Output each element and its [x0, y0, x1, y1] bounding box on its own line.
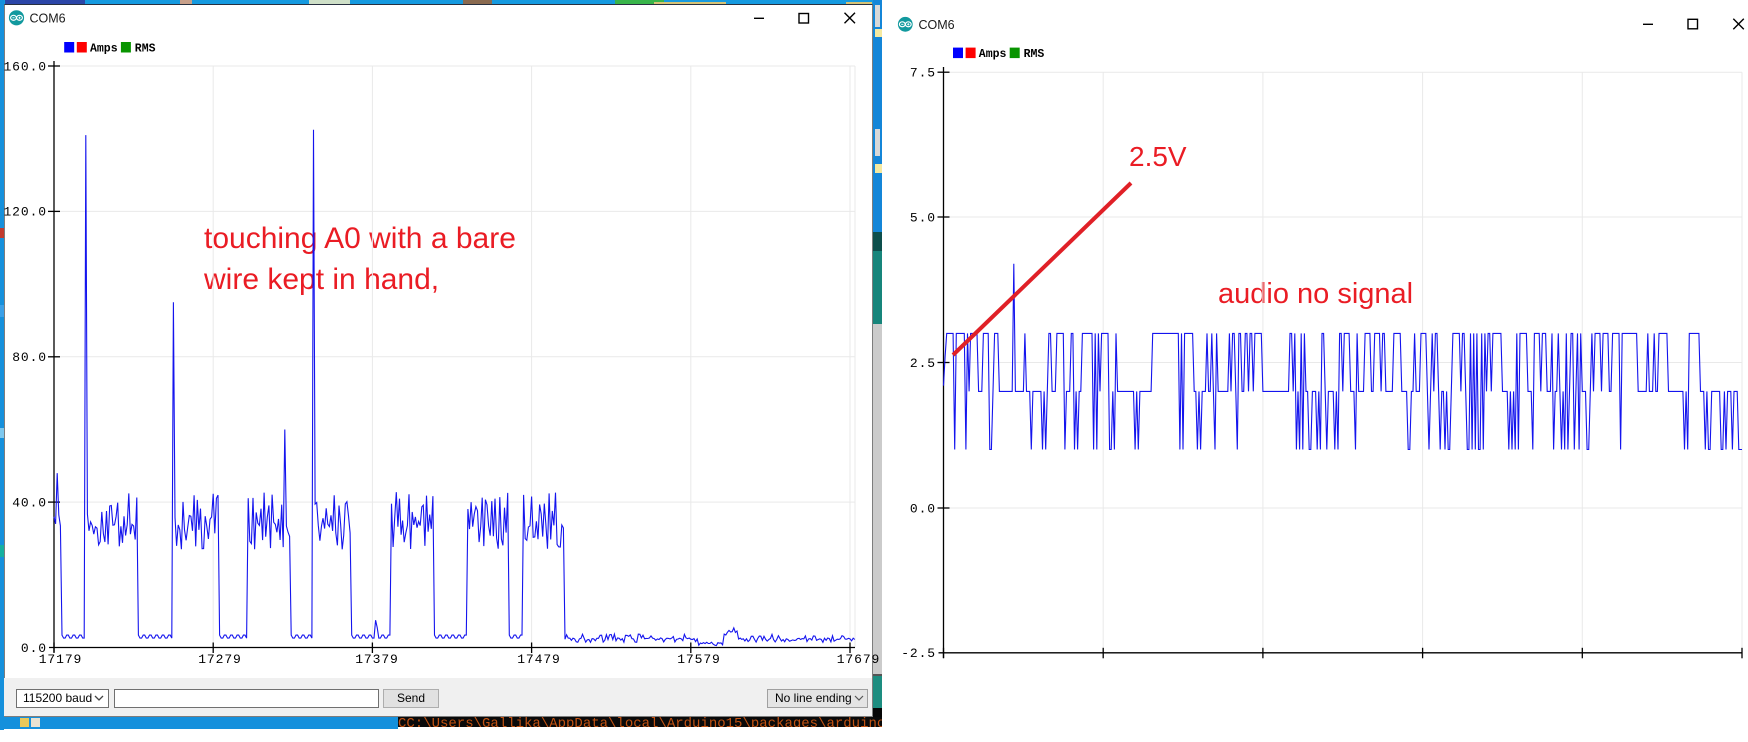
svg-text:17279: 17279 [198, 652, 242, 667]
svg-text:2.5: 2.5 [910, 356, 936, 371]
svg-text:RMS: RMS [1024, 48, 1045, 61]
svg-text:COM6: COM6 [30, 12, 66, 26]
svg-text:0.0: 0.0 [21, 641, 47, 656]
svg-text:17679: 17679 [837, 652, 881, 667]
svg-text:RMS: RMS [135, 42, 156, 55]
svg-text:7.5: 7.5 [910, 66, 936, 81]
svg-text:0.0: 0.0 [910, 501, 936, 516]
svg-text:5.0: 5.0 [910, 210, 936, 225]
svg-text:-2.5: -2.5 [901, 646, 936, 661]
svg-text:17479: 17479 [517, 652, 561, 667]
svg-text:80.0: 80.0 [12, 350, 47, 365]
svg-text:40.0: 40.0 [12, 495, 47, 510]
svg-text:120.0: 120.0 [3, 205, 47, 220]
svg-text:160.0: 160.0 [3, 59, 47, 74]
svg-text:17179: 17179 [39, 652, 83, 667]
svg-text:Amps: Amps [90, 42, 118, 55]
svg-text:17579: 17579 [677, 652, 721, 667]
svg-text:17379: 17379 [355, 652, 399, 667]
svg-text:COM6: COM6 [919, 18, 955, 32]
svg-text:Amps: Amps [979, 48, 1007, 61]
